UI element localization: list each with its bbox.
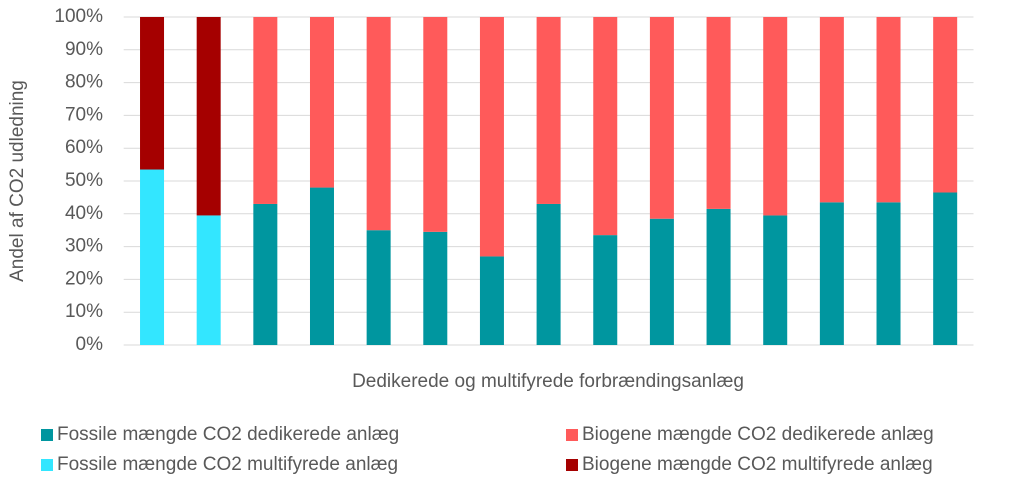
bar-segment: [649, 17, 674, 219]
y-tick-label: 100%: [54, 6, 103, 27]
bar-segment: [253, 17, 278, 204]
legend-label: Biogene mængde CO2 multifyrede anlæg: [582, 454, 933, 475]
bar-segment: [479, 17, 504, 257]
bar-segment: [309, 187, 334, 345]
bar-segment: [366, 17, 391, 231]
bar-segment: [479, 256, 504, 345]
legend-swatch: [41, 429, 53, 441]
y-tick-label: 90%: [65, 39, 103, 60]
bar-segment: [593, 17, 618, 236]
bar-segment: [819, 17, 844, 203]
bar-segment: [593, 235, 618, 345]
legend-swatch: [41, 459, 53, 471]
bar-segment: [876, 17, 901, 203]
bar-segment: [933, 17, 958, 193]
bar-segment: [819, 202, 844, 345]
bar-segment: [140, 17, 165, 170]
legend-swatch: [566, 459, 578, 471]
y-tick-label: 50%: [65, 170, 103, 191]
bar-segment: [423, 231, 448, 345]
legend-label: Fossile mængde CO2 multifyrede anlæg: [57, 454, 398, 475]
bar-segment: [763, 17, 788, 216]
y-axis-title: Andel af CO2 udledning: [7, 80, 28, 282]
bar-segment: [196, 17, 221, 216]
bar-segment: [309, 17, 334, 188]
y-tick-label: 40%: [65, 203, 103, 224]
bar-segment: [876, 202, 901, 345]
legend-label: Fossile mængde CO2 dedikerede anlæg: [57, 424, 399, 445]
y-tick-label: 70%: [65, 104, 103, 125]
y-tick-label: 30%: [65, 236, 103, 257]
legend-swatch: [566, 429, 578, 441]
legend-label: Biogene mængde CO2 dedikerede anlæg: [582, 424, 934, 445]
x-axis-title: Dedikerede og multifyrede forbrændingsan…: [352, 371, 744, 392]
bar-segment: [706, 208, 731, 345]
bar-segment: [366, 230, 391, 345]
y-tick-label: 20%: [65, 268, 103, 289]
bar-segment: [536, 203, 561, 345]
bar-segment: [423, 17, 448, 232]
bar-segment: [196, 215, 221, 345]
y-tick-label: 60%: [65, 137, 103, 158]
bar-segment: [763, 215, 788, 345]
y-tick-label: 80%: [65, 72, 103, 93]
bar-segment: [706, 17, 731, 209]
y-tick-label: 0%: [76, 334, 104, 355]
bar-segment: [649, 218, 674, 345]
bar-segment: [933, 192, 958, 345]
y-tick-label: 10%: [65, 301, 103, 322]
bar-segment: [253, 203, 278, 345]
bar-segment: [536, 17, 561, 204]
bar-segment: [140, 169, 165, 345]
